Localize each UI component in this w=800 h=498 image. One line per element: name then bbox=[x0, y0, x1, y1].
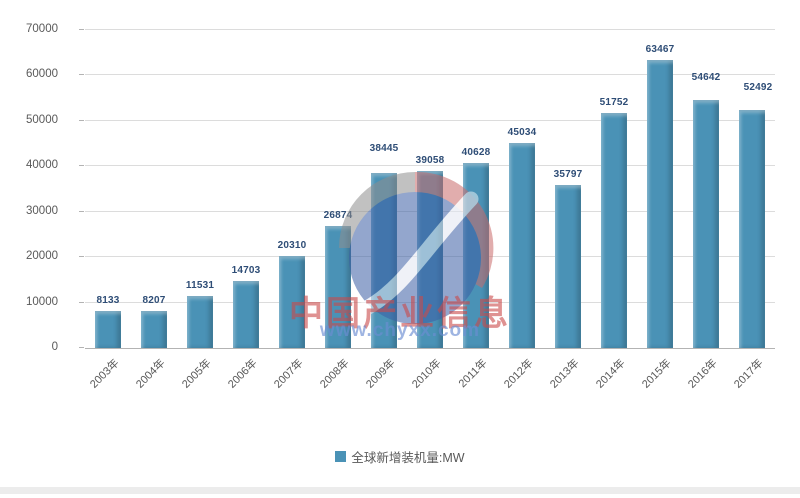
gridline bbox=[85, 119, 775, 121]
x-axis-label: 2005年 bbox=[180, 357, 214, 391]
bar-slot: 52492 bbox=[729, 30, 775, 348]
bar-slot: 35797 bbox=[545, 30, 591, 348]
x-axis-label: 2012年 bbox=[502, 357, 536, 391]
x-axis-label: 2007年 bbox=[272, 357, 306, 391]
watermark-logo-icon bbox=[339, 171, 494, 324]
bar-slot: 20310 bbox=[269, 30, 315, 348]
x-axis-label: 2015年 bbox=[640, 357, 674, 391]
watermark-url: www.chyxx.com bbox=[319, 320, 481, 341]
bar-slot: 51752 bbox=[591, 30, 637, 348]
x-axis-label: 2014年 bbox=[594, 357, 628, 391]
watermark-title: 中国产业信息 bbox=[289, 295, 511, 333]
bar-value-label: 11531 bbox=[185, 279, 215, 291]
x-axis-label: 2010年 bbox=[410, 357, 444, 391]
y-axis-label: 20000 bbox=[26, 250, 58, 263]
bar-slot: 11531 bbox=[177, 30, 223, 348]
bar-slot: 54642 bbox=[683, 30, 729, 348]
bar-value-label: 39058 bbox=[415, 154, 445, 166]
x-axis-label: 2016年 bbox=[686, 357, 720, 391]
bar-value-label: 63467 bbox=[645, 43, 675, 55]
x-axis-label: 2008年 bbox=[318, 357, 352, 391]
bar-value-label: 38445 bbox=[369, 143, 399, 155]
bar bbox=[233, 281, 259, 348]
y-axis-label: 10000 bbox=[26, 295, 58, 308]
gridline bbox=[85, 29, 775, 30]
y-axis-label: 70000 bbox=[26, 23, 58, 35]
bar bbox=[739, 109, 765, 348]
y-axis-tick bbox=[79, 165, 84, 167]
x-axis-label: 2003年 bbox=[88, 357, 122, 391]
page-bottom-strip bbox=[0, 487, 800, 494]
bar bbox=[141, 310, 167, 348]
x-axis-label: 2011年 bbox=[456, 357, 490, 391]
y-axis-tick bbox=[79, 210, 84, 212]
bar bbox=[601, 112, 627, 348]
gridline bbox=[85, 74, 775, 76]
bar bbox=[693, 99, 719, 348]
bar-slot: 8133 bbox=[85, 30, 131, 348]
y-axis-tick bbox=[79, 29, 84, 30]
bar-slot: 8207 bbox=[131, 30, 177, 348]
y-axis-tick bbox=[79, 74, 84, 76]
x-axis-label: 2009年 bbox=[364, 357, 398, 391]
gridline bbox=[85, 165, 775, 167]
bar bbox=[187, 295, 213, 348]
y-axis-label: 40000 bbox=[26, 159, 58, 172]
y-axis-label: 30000 bbox=[26, 204, 58, 217]
legend-swatch bbox=[335, 451, 347, 462]
y-axis-tick bbox=[79, 347, 84, 348]
bar bbox=[279, 255, 305, 348]
bar-value-label: 52492 bbox=[743, 81, 773, 93]
y-axis-tick bbox=[79, 301, 84, 303]
legend-label: 全球新增装机量:MW bbox=[351, 451, 465, 465]
y-axis-label: 0 bbox=[51, 341, 58, 353]
x-axis-label: 2017年 bbox=[732, 357, 766, 391]
bar-value-label: 45034 bbox=[507, 127, 537, 139]
bar-value-label: 8207 bbox=[142, 294, 166, 306]
bar-slot: 63467 bbox=[637, 30, 683, 348]
bar-slot: 14703 bbox=[223, 30, 269, 348]
bar bbox=[647, 59, 673, 348]
y-axis-tick bbox=[79, 119, 84, 121]
legend: 全球新增装机量:MW bbox=[0, 447, 800, 466]
bar-value-label: 54642 bbox=[691, 71, 721, 83]
bar bbox=[555, 185, 581, 348]
bar-value-label: 40628 bbox=[461, 147, 491, 159]
bar-value-label: 20310 bbox=[277, 239, 307, 251]
x-axis-label: 2004年 bbox=[134, 357, 168, 391]
y-axis-label: 60000 bbox=[26, 68, 58, 81]
bar-slot: 45034 bbox=[499, 30, 545, 348]
x-axis-label: 2006年 bbox=[226, 357, 260, 391]
bar bbox=[509, 143, 535, 348]
bar-value-label: 14703 bbox=[231, 265, 261, 277]
bar-value-label: 51752 bbox=[599, 96, 629, 108]
y-axis-label: 50000 bbox=[26, 113, 58, 126]
x-axis-label: 2013年 bbox=[548, 357, 582, 391]
bar-value-label: 8133 bbox=[96, 295, 120, 307]
y-axis-tick bbox=[79, 256, 84, 258]
bar-value-label: 26874 bbox=[323, 209, 353, 221]
bar bbox=[95, 311, 121, 348]
bar-value-label: 35797 bbox=[553, 169, 583, 181]
